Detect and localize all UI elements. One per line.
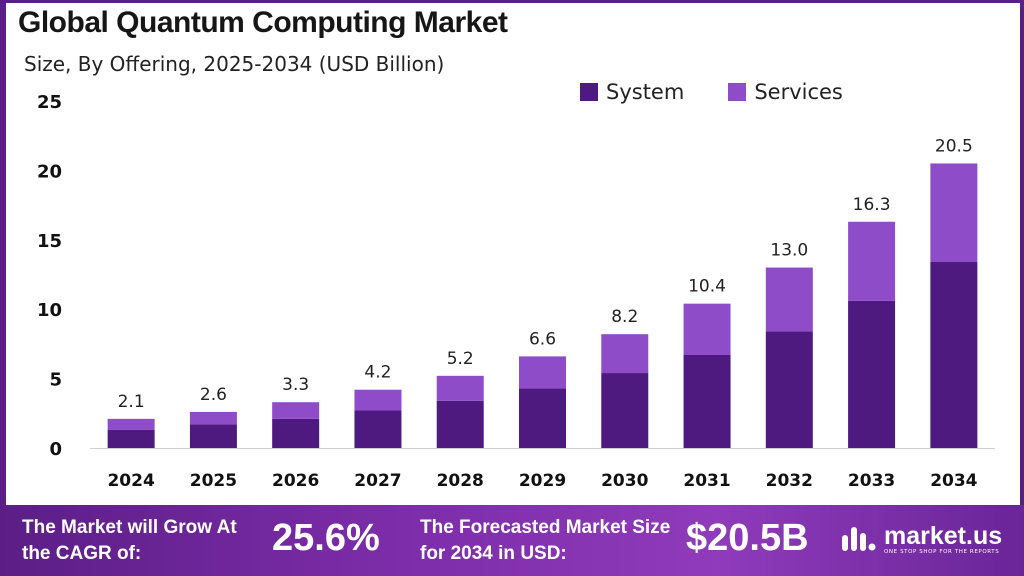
chart-subtitle: Size, By Offering, 2025-2034 (USD Billio… [24,52,445,76]
y-tick-label: 15 [37,231,62,252]
cagr-value: 25.6% [272,517,380,559]
bar-system [848,300,896,448]
forecast-label: The Forecasted Market Size for 2034 in U… [420,517,671,564]
x-tick-label: 2024 [107,471,154,491]
bar-services [107,418,155,430]
y-tick-label: 25 [37,92,62,113]
bar-services [519,356,566,389]
x-tick-label: 2030 [601,471,648,491]
bar-system [765,331,813,448]
data-label: 3.3 [282,375,309,395]
cagr-label: The Market will Grow At the CAGR of: [22,517,237,564]
bar-system [436,400,484,448]
bar-chart: 05101520252.120242.620253.320264.220275.… [37,92,995,491]
data-label: 8.2 [611,307,638,327]
top-border [0,0,1024,3]
bar-services [930,163,978,263]
bar-system [189,424,237,448]
x-tick-label: 2027 [354,471,401,491]
data-label: 6.6 [529,329,556,349]
bar-system [519,388,566,448]
data-label: 10.4 [688,277,726,297]
legend-swatch-services [728,83,747,101]
bar-services [272,402,320,419]
brand-logo[interactable]: market.us ONE STOP SHOP FOR THE REPORTS [840,523,1002,555]
x-tick-label: 2034 [930,471,977,491]
data-label: 16.3 [853,195,891,215]
data-label: 13.0 [770,241,808,261]
y-tick-label: 10 [37,300,62,321]
bar-services [765,267,813,332]
bar-services [683,303,731,356]
brand-tagline: ONE STOP SHOP FOR THE REPORTS [884,549,1000,555]
y-tick-label: 0 [49,439,62,460]
bar-services [601,334,649,374]
data-label: 5.2 [447,349,474,369]
data-label: 4.2 [364,363,391,383]
bar-system [272,418,320,448]
brand-name: market.us [884,522,1003,550]
y-tick-label: 5 [49,370,62,391]
bar-services [848,221,896,301]
legend-swatch-system [580,83,598,101]
legend: System Services [580,80,873,104]
bar-system [354,410,402,448]
x-tick-label: 2025 [190,471,237,491]
legend-label-system: System [606,80,685,104]
right-border [1020,0,1024,576]
x-tick-label: 2031 [683,471,730,491]
market-us-logo-icon [842,527,876,551]
forecast-value: $20.5B [686,517,809,559]
bar-services [354,389,402,411]
data-label: 20.5 [935,136,973,156]
x-tick-label: 2033 [848,471,895,491]
bar-system [930,262,978,448]
legend-label-services: Services [754,80,843,104]
data-label: 2.1 [118,392,145,412]
data-label: 2.6 [200,385,227,405]
chart-title: Global Quantum Computing Market [18,6,508,39]
legend-item-services: Services [728,80,843,104]
bar-system [601,373,649,448]
left-border [0,0,6,576]
bar-services [189,411,237,425]
y-tick-label: 20 [37,161,62,182]
bar-services [436,375,484,401]
x-tick-label: 2029 [519,471,566,491]
x-tick-label: 2026 [272,471,319,491]
bar-system [683,355,731,448]
x-tick-label: 2032 [766,471,813,491]
bar-system [107,429,155,448]
legend-item-system: System [580,80,684,104]
x-tick-label: 2028 [437,471,484,491]
